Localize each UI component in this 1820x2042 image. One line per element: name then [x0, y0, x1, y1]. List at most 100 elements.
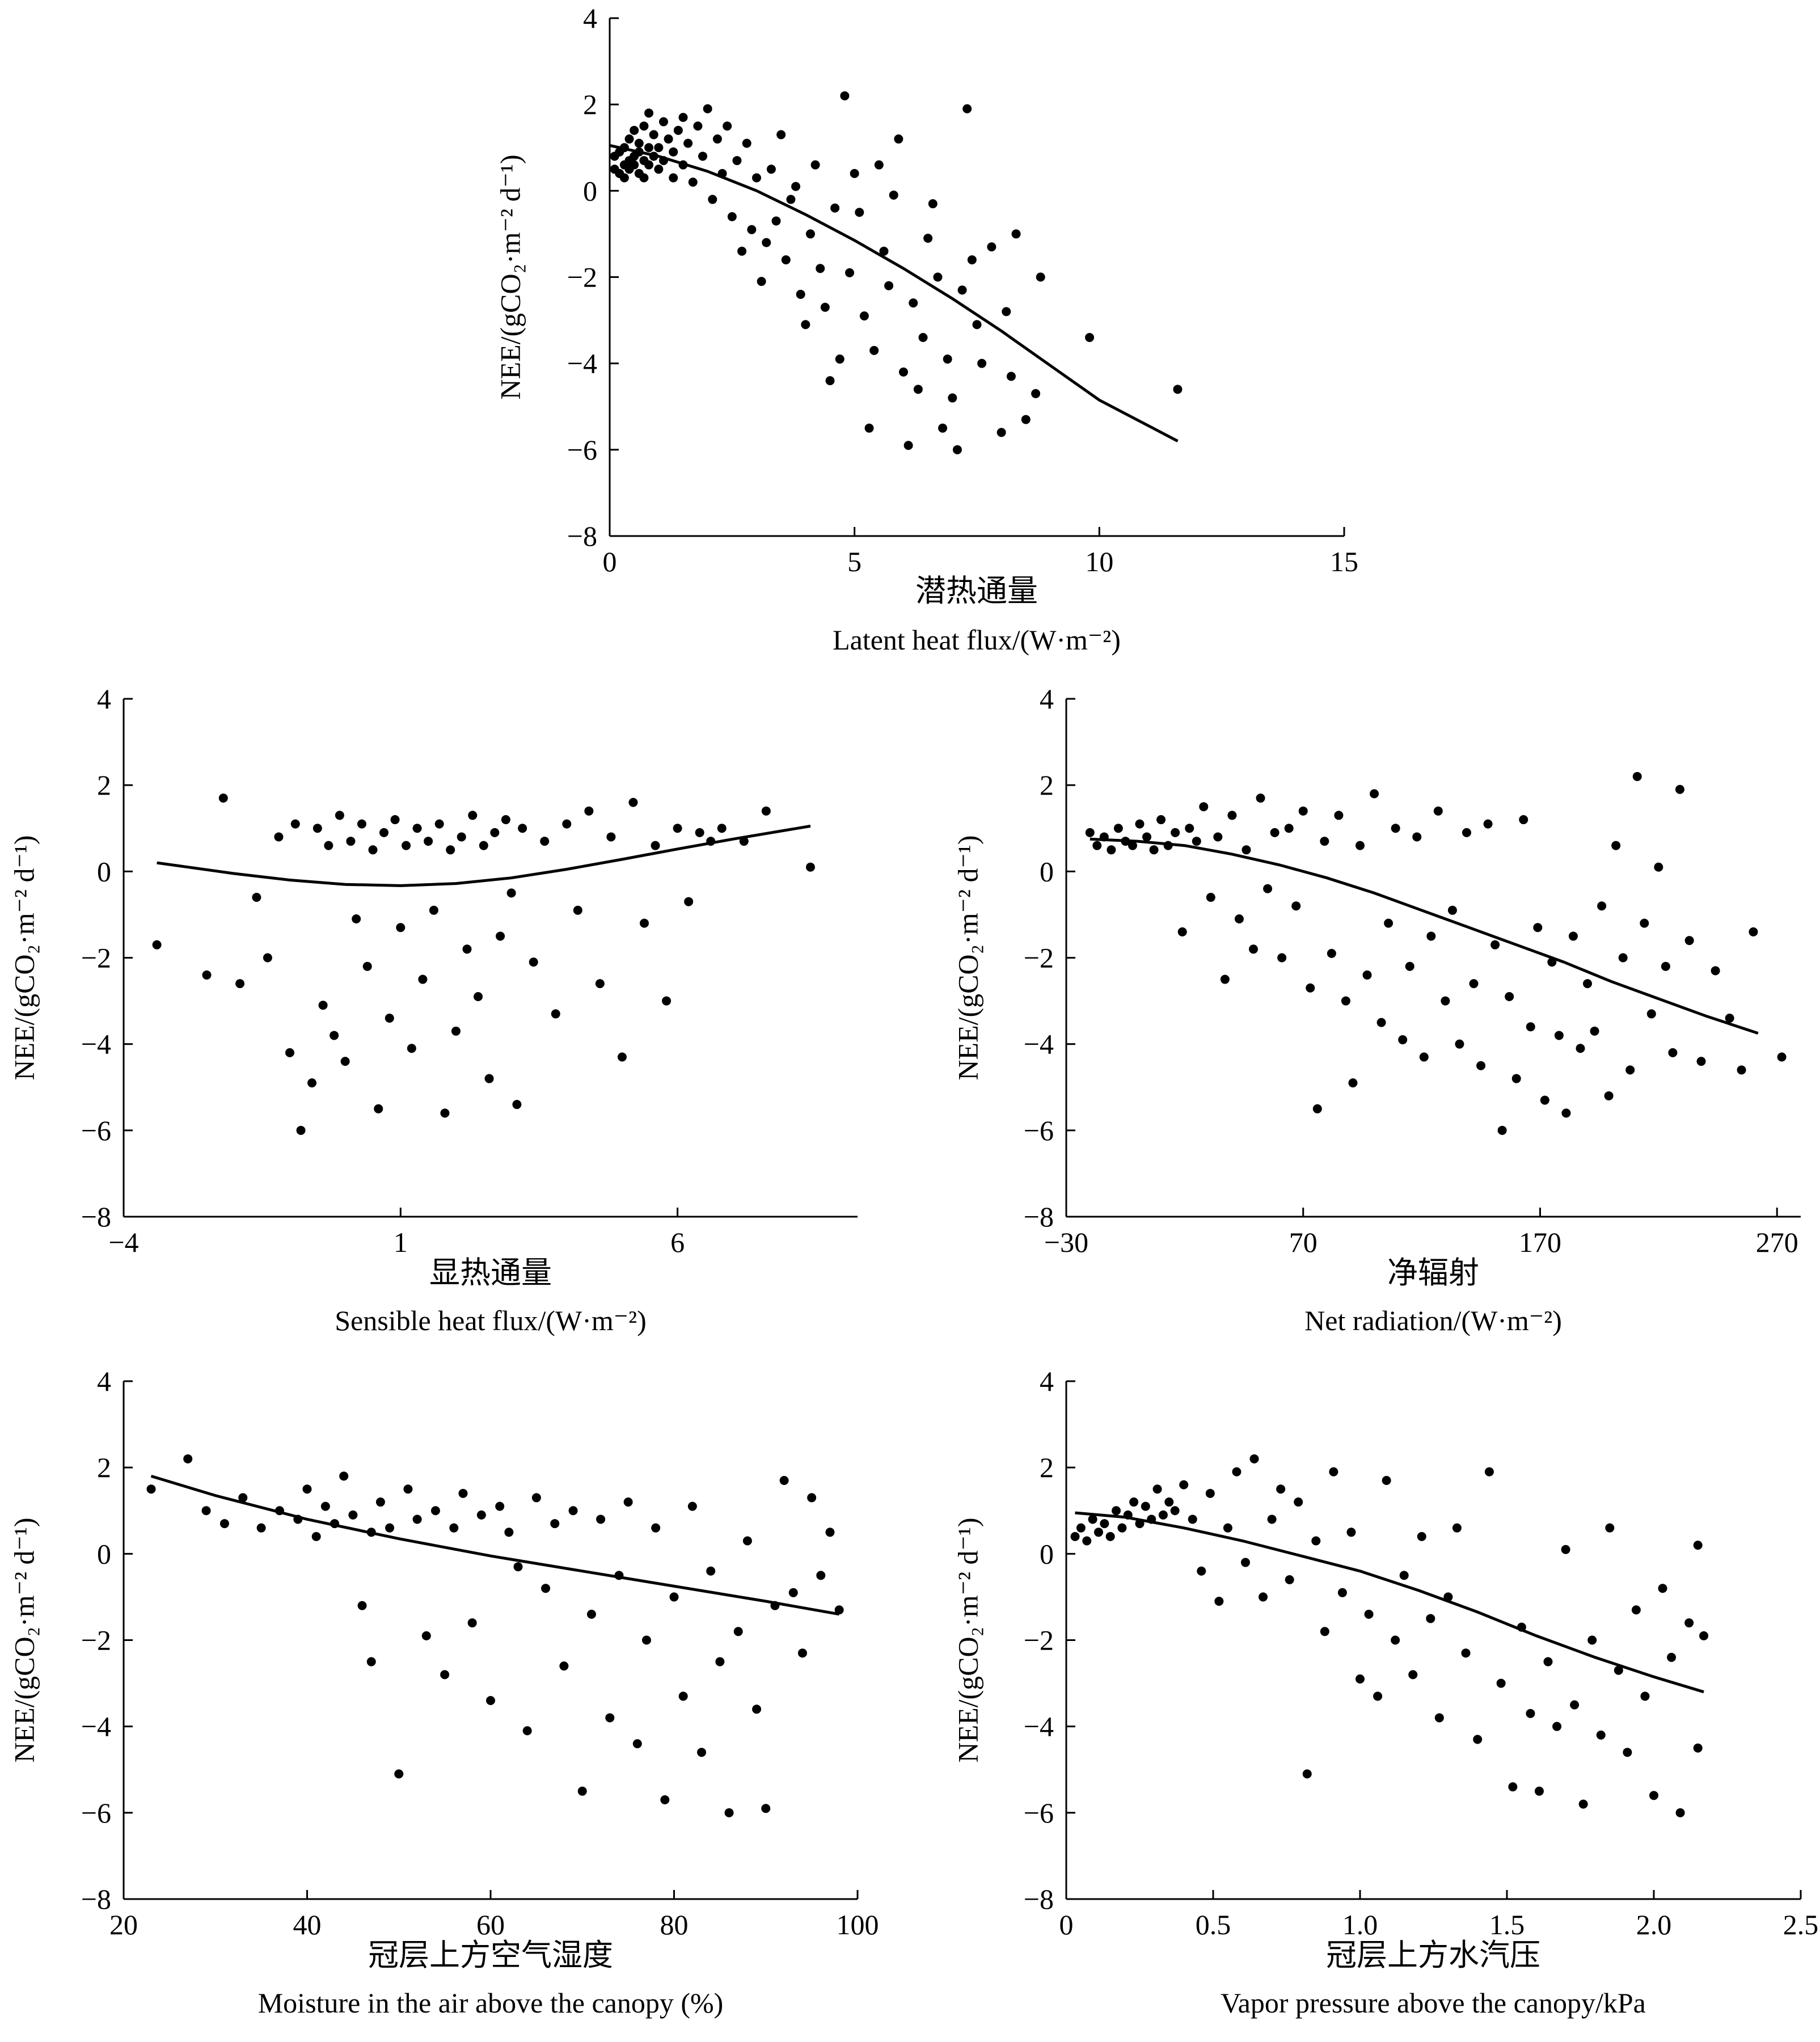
data-point: [1337, 1588, 1347, 1597]
x-tick-label: 40: [293, 1909, 322, 1940]
data-point: [1649, 1791, 1658, 1800]
data-point: [368, 845, 378, 855]
data-point: [752, 1705, 762, 1714]
data-point: [1220, 974, 1230, 984]
data-point: [1249, 944, 1259, 954]
data-point: [1312, 1104, 1322, 1113]
data-point: [1412, 832, 1422, 842]
data-point: [834, 1605, 844, 1615]
data-point: [786, 195, 796, 204]
data-point: [630, 125, 639, 135]
data-point: [529, 957, 538, 967]
data-point: [486, 1696, 495, 1706]
data-point: [698, 151, 708, 161]
data-point: [1568, 931, 1578, 941]
data-point: [737, 246, 747, 256]
data-point: [1291, 901, 1301, 911]
data-point: [820, 302, 830, 312]
data-point: [766, 164, 776, 174]
data-point: [1002, 307, 1011, 317]
data-point: [1699, 1631, 1709, 1640]
data-point: [673, 125, 683, 135]
data-point: [644, 143, 654, 153]
data-point: [1141, 1501, 1150, 1511]
data-point: [742, 1536, 752, 1546]
data-point: [495, 1501, 505, 1511]
data-point: [747, 225, 757, 234]
data-point: [1461, 1648, 1471, 1658]
data-point: [1234, 914, 1244, 924]
data-point: [1173, 385, 1183, 394]
data-point: [623, 1497, 633, 1507]
data-point: [943, 355, 952, 364]
panel-humidity: −8 −6 −4 −2 0 2 4 20 40 60 80 100 NEE/(gCO₂·m⁻² d⁻¹)…: [8, 1365, 879, 2019]
y-tick-label: −8: [1024, 1201, 1054, 1233]
data-point: [651, 841, 660, 850]
x-tick-label: 20: [109, 1909, 138, 1940]
data-point: [430, 1506, 440, 1516]
data-point: [1192, 837, 1201, 846]
data-point: [825, 376, 835, 386]
data-point: [1561, 1545, 1570, 1554]
y-tick-label: −4: [1024, 1028, 1054, 1060]
data-point: [864, 423, 874, 433]
data-point: [664, 134, 673, 144]
data-point: [313, 824, 322, 833]
data-point: [1441, 996, 1450, 1006]
data-point: [1276, 1484, 1286, 1494]
data-point: [830, 203, 840, 213]
data-point: [1249, 1454, 1259, 1463]
data-point: [1364, 1609, 1374, 1619]
y-tick-label: 0: [1040, 855, 1054, 887]
data-point: [1526, 1708, 1535, 1718]
data-point: [859, 311, 869, 320]
y-tick-label: 0: [583, 175, 597, 206]
data-point: [1348, 1078, 1358, 1088]
data-point: [296, 1125, 306, 1135]
data-point: [1543, 1657, 1553, 1666]
data-point: [624, 134, 634, 144]
data-point: [1232, 1467, 1242, 1476]
data-point: [987, 242, 996, 252]
data-point: [490, 828, 500, 837]
x-tick-label: 0.5: [1196, 1909, 1231, 1940]
data-point: [568, 1506, 578, 1516]
data-point: [1320, 1627, 1329, 1636]
data-point: [715, 1657, 725, 1666]
y-tick-label: 2: [1040, 769, 1054, 801]
data-point: [235, 979, 245, 989]
data-point: [850, 168, 859, 178]
data-point: [644, 160, 654, 170]
y-tick-label: −4: [81, 1711, 111, 1743]
panel-netrad: −8 −6 −4 −2 0 2 4 −30 70 170 270 NEE/(gCO₂·m⁻² d⁻¹)…: [952, 683, 1801, 1336]
x-axis-label-en: Sensible heat flux/(W·m⁻²): [335, 1305, 647, 1336]
data-point: [1696, 1057, 1706, 1066]
data-point: [1658, 1584, 1667, 1593]
data-point: [407, 1044, 416, 1053]
data-point: [1583, 979, 1593, 989]
y-tick-label: −4: [567, 348, 597, 379]
data-point: [1654, 862, 1663, 872]
data-point: [762, 238, 771, 247]
data-point: [649, 130, 658, 140]
data-point: [1128, 841, 1137, 850]
y-tick-label: −2: [1024, 1625, 1054, 1656]
data-point: [522, 1726, 532, 1736]
data-point: [374, 1104, 383, 1113]
y-tick-label: −6: [1024, 1797, 1054, 1829]
data-point: [449, 1523, 459, 1533]
data-point: [660, 1795, 670, 1805]
x-tick-label: 5: [847, 546, 862, 577]
data-point: [219, 1519, 229, 1529]
data-point: [1576, 1044, 1585, 1053]
data-point: [1334, 811, 1344, 820]
data-point: [320, 1501, 330, 1511]
y-tick-label: −2: [1024, 942, 1054, 974]
data-point: [1320, 837, 1329, 846]
data-point: [1534, 1786, 1544, 1796]
data-point: [394, 1769, 404, 1779]
data-point: [577, 1786, 587, 1796]
data-point: [1596, 1730, 1606, 1740]
data-point: [1006, 372, 1016, 381]
data-point: [605, 1713, 615, 1723]
